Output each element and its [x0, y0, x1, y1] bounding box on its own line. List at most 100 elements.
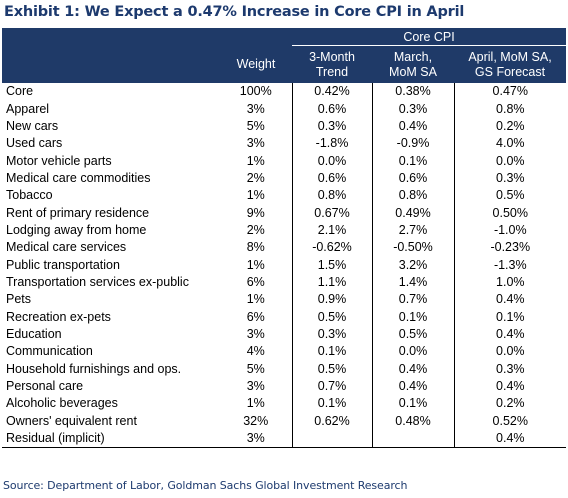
- april-cell: 0.50%: [453, 204, 567, 222]
- table-row: Tobacco 1% 0.8% 0.8% 0.5%: [2, 187, 567, 205]
- weight-cell: 2%: [246, 222, 265, 237]
- march-cell: 0.1%: [371, 152, 454, 170]
- weight-cell: 3%: [246, 326, 265, 341]
- table-row: Motor vehicle parts 1% 0.0% 0.1% 0.0%: [2, 152, 567, 170]
- weight-cell: 1%: [246, 188, 265, 203]
- april-cell: 0.47%: [453, 83, 567, 101]
- header-blank: [220, 28, 292, 46]
- april-cell: 4.0%: [453, 135, 567, 153]
- trend-cell: 0.42%: [291, 83, 372, 101]
- table-row: New cars 5% 0.3% 0.4% 0.2%: [2, 117, 567, 136]
- table-row: Residual (implicit) 3% 0.4%: [2, 429, 567, 449]
- weight-cell: 3%: [246, 136, 265, 151]
- april-cell: 0.5%: [453, 187, 567, 205]
- row-label: Household furnishings and ops.: [6, 361, 182, 376]
- table-row: Core 100% 0.42% 0.38% 0.47%: [2, 83, 567, 101]
- march-cell: 0.4%: [371, 117, 454, 136]
- april-cell: 0.3%: [453, 169, 567, 188]
- april-cell: 0.0%: [453, 152, 567, 170]
- row-label: Pets: [6, 292, 32, 307]
- table-body: Core 100% 0.42% 0.38% 0.47% Apparel 3% 0.6% 0.3%…: [2, 83, 567, 449]
- april-cell: 0.8%: [453, 100, 567, 118]
- weight-cell: 5%: [246, 361, 265, 376]
- table-row: Medical care commodities 2% 0.6% 0.6% 0.3%: [2, 169, 567, 188]
- table-row: Used cars 3% -1.8% -0.9% 4.0%: [2, 135, 567, 153]
- march-cell: 3.2%: [371, 256, 454, 274]
- trend-cell: 0.3%: [291, 117, 372, 136]
- row-label: Medical care commodities: [6, 170, 151, 185]
- row-label: Tobacco: [6, 188, 53, 203]
- row-label: Motor vehicle parts: [6, 153, 112, 168]
- march-cell: 0.38%: [371, 83, 454, 101]
- table-row: Alcoholic beverages 1% 0.1% 0.1% 0.2%: [2, 395, 567, 413]
- table-row: Owners' equivalent rent 32% 0.62% 0.48% 0.52…: [2, 412, 567, 430]
- april-cell: 0.0%: [453, 343, 567, 361]
- trend-cell: [291, 429, 372, 449]
- row-label: Residual (implicit): [2, 429, 220, 449]
- trend-cell: -0.62%: [291, 239, 372, 257]
- row-label: Owners' equivalent rent: [6, 413, 137, 428]
- exhibit-title: Exhibit 1: We Expect a 0.47% Increase in…: [4, 4, 465, 20]
- weight-cell: 8%: [246, 240, 265, 255]
- weight-cell: 32%: [243, 413, 269, 428]
- weight-cell: 1%: [246, 396, 265, 411]
- header-columns-row: Weight 3-Month Trend March, MoM SA April, …: [2, 45, 567, 83]
- header-line: GS Forecast: [474, 64, 546, 79]
- trend-cell: 0.8%: [291, 187, 372, 205]
- weight-cell: 4%: [246, 344, 265, 359]
- weight-cell: 1%: [246, 292, 265, 307]
- april-cell: -1.3%: [453, 256, 567, 274]
- table-row: Lodging away from home 2% 2.1% 2.7% -1.0%: [2, 221, 567, 240]
- row-label: Core: [6, 84, 34, 99]
- table-row: Transportation services ex-public 6% 1.1% 1…: [2, 273, 567, 292]
- weight-cell: 1%: [246, 153, 265, 168]
- trend-cell: 0.5%: [291, 308, 372, 326]
- row-label: Public transportation: [6, 257, 120, 272]
- table-row: Medical care services 8% -0.62% -0.50% -0.23…: [2, 239, 567, 257]
- row-label: Used cars: [6, 136, 63, 151]
- table-row: Household furnishings and ops. 5% 0.5% 0.4%…: [2, 360, 567, 378]
- trend-cell: 0.67%: [291, 204, 372, 222]
- row-label: Recreation ex-pets: [6, 309, 111, 324]
- march-cell: 0.6%: [371, 169, 454, 188]
- header-blank: [2, 28, 220, 46]
- april-cell: 0.4%: [453, 377, 567, 396]
- header-label-col: [2, 45, 220, 83]
- march-cell: 0.3%: [371, 100, 454, 118]
- april-cell: -0.23%: [453, 239, 567, 257]
- weight-cell: 100%: [239, 84, 272, 99]
- march-cell: 0.0%: [371, 343, 454, 361]
- header-march-mom: March, MoM SA: [372, 45, 454, 83]
- row-label: Apparel: [6, 101, 50, 116]
- row-label: Education: [6, 326, 62, 341]
- trend-cell: 0.1%: [291, 395, 372, 413]
- header-3month-trend: 3-Month Trend: [292, 45, 372, 83]
- table-row: Communication 4% 0.1% 0.0% 0.0%: [2, 343, 567, 361]
- april-cell: 0.4%: [453, 325, 567, 344]
- april-cell: 0.4%: [453, 429, 567, 449]
- weight-cell: 1%: [246, 257, 265, 272]
- march-cell: 2.7%: [371, 221, 454, 240]
- core-cpi-table: Core CPI Weight 3-Month Trend March, MoM S…: [2, 28, 567, 449]
- march-cell: 1.4%: [371, 273, 454, 292]
- trend-cell: 0.6%: [291, 169, 372, 188]
- header-april-forecast: April, MoM SA, GS Forecast: [454, 45, 567, 83]
- trend-cell: 0.6%: [291, 100, 372, 118]
- march-cell: 0.5%: [371, 325, 454, 344]
- header-line: 3-Month: [309, 49, 355, 64]
- march-cell: [371, 429, 454, 449]
- weight-cell: 5%: [246, 118, 265, 133]
- header-line: Trend: [315, 64, 349, 79]
- weight-cell: 9%: [246, 205, 265, 220]
- header-line: March,: [393, 49, 433, 64]
- row-label: Communication: [6, 344, 93, 359]
- march-cell: 0.4%: [371, 360, 454, 378]
- core-cpi-header: Core CPI: [292, 28, 567, 46]
- weight-cell: 6%: [246, 274, 265, 289]
- trend-cell: 0.0%: [291, 152, 372, 170]
- trend-cell: 0.62%: [291, 412, 372, 430]
- march-cell: 0.48%: [371, 412, 454, 430]
- row-label: Medical care services: [6, 240, 127, 255]
- row-label: Rent of primary residence: [6, 205, 150, 220]
- table-row: Education 3% 0.3% 0.5% 0.4%: [2, 325, 567, 344]
